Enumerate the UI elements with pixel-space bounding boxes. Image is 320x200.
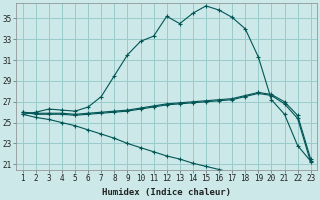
X-axis label: Humidex (Indice chaleur): Humidex (Indice chaleur) bbox=[102, 188, 231, 197]
